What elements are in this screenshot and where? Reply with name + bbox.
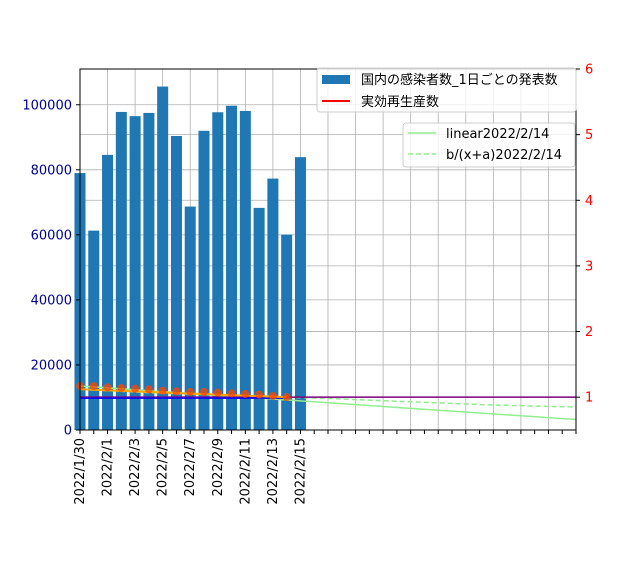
rt-point [172,387,181,396]
bar [115,111,127,430]
rt-point [255,390,264,399]
bar [157,86,169,430]
left-tick-label: 20000 [31,358,72,373]
trend-orange-line [79,388,287,399]
bar [253,207,265,430]
left-tick-label: 80000 [31,163,72,178]
x-tick-label: 2022/2/1 [101,438,116,496]
legend-reciprocal-label: b/(x+a)2022/2/14 [446,148,562,163]
rt-point [268,391,277,400]
x-axis-ticks: 2022/1/30 2022/2/1 2022/2/3 2022/2/5 2022/2/… [73,430,577,505]
right-tick-label: 5 [585,128,593,143]
rt-point [200,387,208,396]
legend-linear-label: linear2022/2/14 [446,127,549,142]
bar [198,130,210,430]
rt-point [117,383,126,392]
right-axis-ticks: 1 2 3 4 5 6 [576,63,593,406]
legend-box [402,122,576,168]
left-tick-label: 40000 [31,293,72,308]
legend-rt-label: 実効再生産数 [361,94,439,110]
bar [184,206,196,430]
x-tick-label: 2022/2/15 [293,438,308,505]
right-tick-label: 3 [585,259,593,274]
x-tick-label: 2022/2/13 [266,438,281,505]
legend-fits: linear2022/2/14 b/(x+a)2022/2/14 [402,122,576,168]
bars-group [74,86,306,431]
rt-point [282,393,291,402]
rt-point [103,383,112,392]
rt-point [131,384,140,393]
x-tick-label: 2022/2/5 [156,438,171,496]
left-tick-label: 0 [64,424,72,439]
rt-point [158,386,167,395]
rt-point [144,385,153,394]
x-tick-label: 2022/2/11 [238,438,253,505]
legend-box [316,67,577,113]
rt-point [241,389,250,398]
left-axis-ticks: 0 20000 40000 60000 80000 100000 [22,98,80,439]
bar [212,112,224,431]
bar [267,178,279,430]
left-tick-label: 100000 [22,98,72,113]
legend-bar-swatch [322,75,350,84]
left-tick-label: 60000 [31,228,72,243]
bar [239,110,251,431]
rt-point [89,382,98,391]
x-tick-label: 2022/1/30 [73,438,88,505]
bar [129,116,141,430]
x-tick-label: 2022/2/7 [183,438,198,496]
legend-bar-label: 国内の感染者数_1日ごとの発表数 [361,72,558,88]
x-tick-label: 2022/2/3 [128,438,143,496]
rt-point [213,388,222,397]
x-tick-label: 2022/2/9 [211,438,226,496]
bar [294,157,306,430]
rt-point [227,389,236,398]
bar [170,135,182,430]
bar [143,112,155,431]
bar [281,234,293,430]
bar [88,230,100,430]
bar [102,154,114,430]
right-tick-label: 2 [585,325,593,340]
bar [226,105,238,430]
right-tick-label: 4 [585,194,593,209]
rt-point [186,387,195,396]
right-tick-label: 6 [585,63,593,78]
right-tick-label: 1 [585,391,593,406]
lines-group [76,382,577,421]
